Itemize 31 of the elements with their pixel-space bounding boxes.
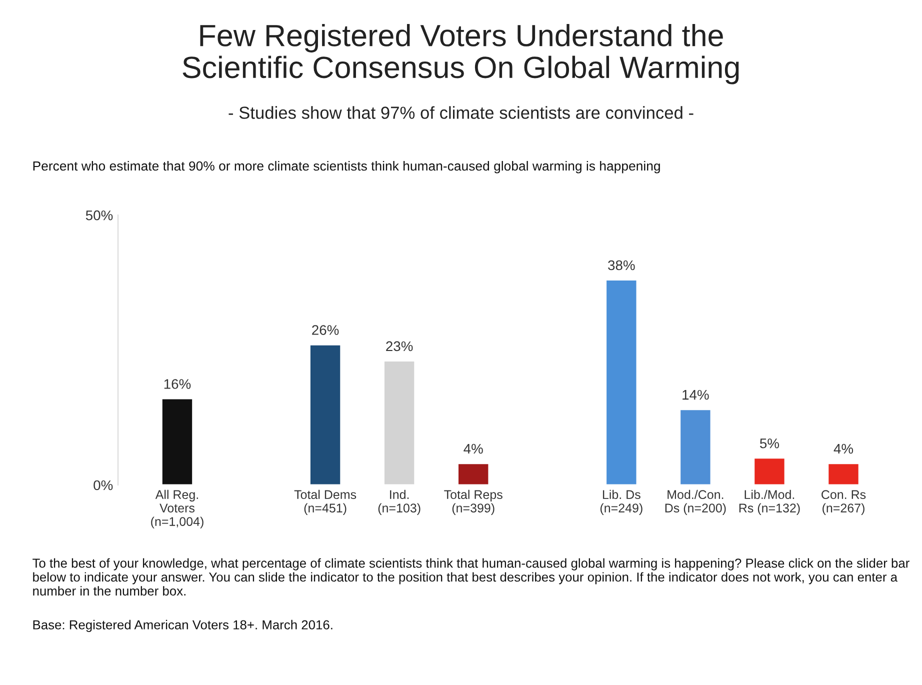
bar (753, 457, 786, 485)
x-tick-label: Con. Rs (n=267) (822, 490, 866, 515)
x-tick-label: Mod./Con. Ds (n=200) (665, 490, 726, 515)
text: Base: Registered American Voters 18+. March 2016. (33, 620, 332, 632)
bar (827, 462, 860, 485)
x-tick-label: Lib. Ds (n=249) (600, 490, 642, 515)
y-tick-label: 0% (94, 480, 113, 490)
data-label: 23% (386, 341, 413, 352)
data-label: 38% (608, 260, 635, 270)
y-tick-label: 50% (86, 210, 113, 220)
x-tick-label: Total Dems (n=451) (294, 490, 356, 515)
data-label: 14% (682, 390, 709, 400)
bar (605, 279, 638, 485)
chart-subtitle: - Studies show that 97% of climate scientists are convinced - (228, 106, 694, 119)
x-tick-label: Total Reps (n=399) (444, 490, 502, 515)
bar (679, 408, 712, 485)
data-label: 16% (164, 379, 191, 389)
bar (161, 398, 194, 485)
bar (457, 462, 490, 485)
data-label: 4% (464, 444, 483, 454)
data-label: 4% (834, 444, 854, 454)
bar (383, 360, 416, 485)
text: To the best of your knowledge, what percentage of climate scientists think that human-caused global warming is happening? Please click on the slider bar below to indicate your answer. You can slide the indicator to the position that best describes your opinion. If the indicator does not work, you can enter a number in the number box. (32, 558, 910, 596)
x-tick-label: Lib./Mod. Rs (n=132) (739, 490, 800, 515)
chart-title: Few Registered Voters Understand the Scientific Consensus On Global Warming (182, 24, 739, 84)
data-label: 5% (760, 438, 780, 448)
bar (309, 344, 342, 485)
text: Percent who estimate that 90% or more climate scientists think human-caused global warming is happening (33, 160, 660, 174)
x-tick-label: All Reg. Voters (n=1,004) (151, 490, 204, 528)
x-tick-label: Ind. (n=103) (378, 490, 420, 515)
data-label: 26% (312, 325, 339, 335)
